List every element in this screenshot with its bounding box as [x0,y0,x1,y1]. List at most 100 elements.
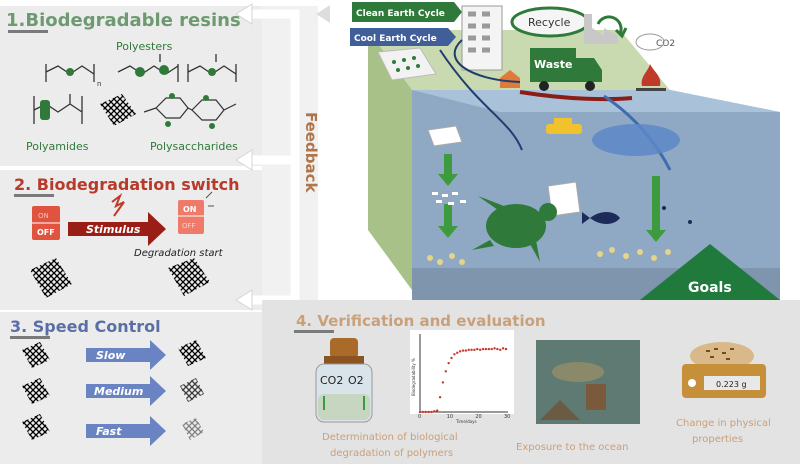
verification-underline [294,330,334,333]
chart-point [501,347,505,350]
fast-mesh-after-icon [182,418,204,440]
red-mesh-degrading-icon [168,258,210,296]
ocean-exposure-photo [536,340,640,424]
chart-point [436,409,439,412]
polyester-formula-1 [45,64,95,82]
chart-point [424,410,427,414]
chart-point [467,348,470,352]
slow-mesh-after-icon [178,340,206,366]
boat-icon [546,118,582,134]
fast-label: Fast [96,425,122,438]
caption-biological-2: degradation of polymers [330,448,453,459]
respirometer-jar-icon [315,338,373,423]
chart-point [464,349,468,352]
speed-rows [22,340,206,440]
polyamide-mesh-icon [100,94,136,126]
scale-readout: 0.223 g [716,380,747,389]
verification-title: 4. Verification and evaluation [296,312,546,330]
land-side [368,30,412,290]
chart-x-tick-label: 10 [447,414,453,420]
chart-point [421,410,425,414]
waste-label: Waste [534,58,572,71]
resins-underline [8,30,48,33]
speed-title: 3. Speed Control [10,317,161,336]
degradation-start-label: Degradation start [134,248,224,259]
factory-icon [584,14,618,44]
chart-point [427,410,430,414]
chart-point [456,351,459,354]
fire-icon [641,64,661,86]
medium-mesh-before-icon [22,378,50,404]
ocean-body [412,90,780,300]
slow-label: Slow [96,349,126,362]
chart-x-ticks: 0 10 20 30 [418,414,510,420]
switch-off-icon [32,206,60,240]
chart-point [496,347,499,351]
field-icon [377,47,437,81]
jar-o2-label: O2 [348,374,364,387]
ocean-debris [432,192,466,205]
chart-x-tick-label: 30 [504,414,510,420]
chart-point [430,410,433,414]
stimulus-arrow-icon [68,212,166,246]
goals-label: Goals [688,280,732,296]
switch-on-off-label: OFF [182,222,196,230]
chart-point [444,370,447,373]
speed-arrows [86,340,166,446]
resins-title: 1.Biodegradable resins [6,10,241,31]
polyamides-label: Polyamides [26,140,89,153]
chart-x-tick-label: 20 [475,414,481,420]
chart-point [433,410,436,413]
co2-cloud [635,33,665,51]
feedback-arrow-resins-icon [235,3,253,25]
seafloor-debris [427,247,671,265]
chart-x-tick-label: 0 [418,414,421,420]
small-fish-1-icon [662,206,666,210]
chart-point [476,347,479,351]
scale-sample-icon [706,348,734,360]
turtle-icon [472,196,557,262]
building-icon [461,5,503,71]
chart-point [447,361,450,365]
recycle-label: Recycle [528,16,571,29]
house-icon [500,70,520,88]
chart-point [458,350,462,353]
speed-underline [10,336,50,339]
fishing-net-icon [592,124,680,156]
chart-point [490,347,493,351]
fast-mesh-before-icon [22,414,50,440]
fire-logs [636,88,666,91]
polyester-formula-3 [187,54,237,82]
switch-underline [14,194,54,197]
feedback-label: Feedback [302,112,320,193]
jar-gas-arrows [323,396,365,410]
slow-mesh-before-icon [22,342,50,368]
fish-icon [582,212,620,224]
polyamide-formula [33,94,83,124]
feedback-arrowheads [235,3,330,311]
medium-arrow-icon [86,376,166,406]
switch-off-off-label: OFF [37,228,55,237]
chart-point [418,410,422,414]
co2-scene-label: CO2 [656,39,675,49]
chart-point [461,349,465,352]
lightning-icon [111,193,125,217]
chart-point [481,347,485,351]
formula-n: n [97,80,101,88]
clean-cycle-banner-icon [352,2,462,22]
chart-ylabel: Biodegradability % [411,358,416,396]
chart-point [450,356,453,360]
stimulus-label: Stimulus [86,223,141,236]
clean-cycle-label: Clean Earth Cycle [356,9,445,19]
chart-point [484,347,488,351]
chart-points [418,347,508,414]
polysaccharides-label: Polysaccharides [150,140,238,153]
chart-point [499,348,502,352]
caption-ocean: Exposure to the ocean [516,442,629,453]
chart-point [470,348,473,352]
chart-point [473,348,476,352]
degradation-arrows [438,154,666,242]
chart-point [441,381,445,384]
chart-point [504,347,508,351]
